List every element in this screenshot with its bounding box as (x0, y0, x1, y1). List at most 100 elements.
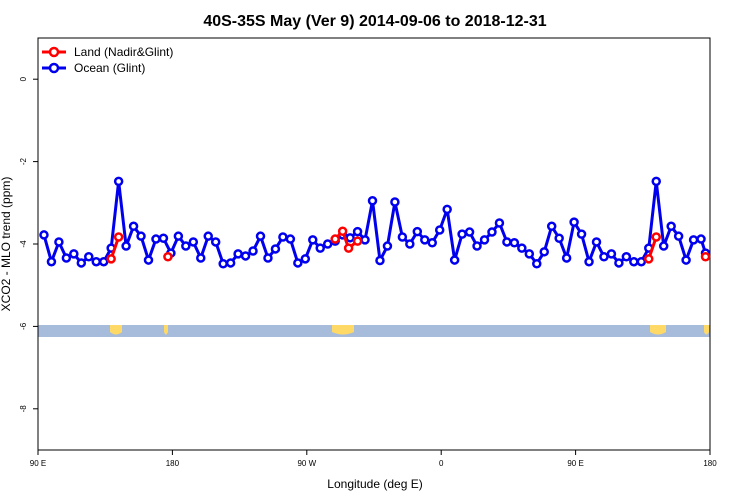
data-point (76, 258, 87, 268)
data-point (181, 241, 191, 251)
data-point (98, 256, 109, 267)
data-point (343, 243, 354, 253)
x-tick-label: 90 W (297, 459, 316, 468)
data-point (382, 241, 393, 251)
data-point (308, 235, 318, 245)
data-point (360, 235, 370, 245)
data-point (666, 221, 676, 232)
x-tick-label: 180 (166, 459, 180, 468)
data-point (397, 232, 408, 242)
y-tick-label: -4 (19, 240, 28, 248)
data-point (225, 258, 236, 268)
y-tick-label: 0 (19, 76, 28, 81)
legend-label: Ocean (Glint) (74, 61, 145, 75)
data-point (163, 252, 173, 262)
data-point (673, 231, 684, 241)
land-shape (704, 325, 709, 335)
data-point (621, 252, 632, 262)
data-point (255, 231, 266, 241)
data-point (240, 251, 251, 261)
plot-frame (37, 37, 711, 451)
x-tick-label: 180 (703, 459, 717, 468)
data-point (322, 239, 333, 249)
y-axis-label: XCO2 - MLO trend (ppm) (0, 177, 13, 312)
data-point (54, 237, 64, 247)
data-point (651, 176, 661, 187)
data-point (143, 255, 154, 265)
data-point (106, 243, 116, 253)
data-point (700, 252, 711, 262)
data-point (151, 234, 161, 244)
data-point (494, 218, 505, 228)
data-point (113, 176, 124, 187)
data-point (427, 238, 437, 248)
data-point (629, 256, 639, 267)
data-point (218, 259, 228, 269)
data-point (367, 195, 378, 206)
data-point (688, 235, 699, 245)
data-point (39, 230, 49, 240)
data-point (487, 227, 497, 237)
data-point (658, 241, 669, 251)
data-point (293, 258, 303, 268)
data-point (158, 233, 169, 243)
data-point (457, 229, 467, 239)
data-point (352, 236, 363, 246)
legend-label: Land (Nadir&Glint) (74, 45, 173, 59)
data-point (554, 233, 564, 243)
data-point (614, 258, 624, 268)
land-shape (332, 325, 354, 335)
data-point (315, 243, 325, 253)
data-point (561, 253, 572, 263)
data-point (681, 255, 691, 265)
x-tick-label: 90 E (567, 459, 583, 468)
land-shape (650, 325, 666, 335)
y-tick-label: -6 (19, 322, 28, 330)
data-point (434, 225, 445, 235)
x-axis-label: Longitude (deg E) (327, 477, 422, 491)
land-shape (110, 325, 122, 335)
data-point (509, 238, 520, 248)
data-point (472, 241, 482, 251)
data-point (136, 231, 146, 241)
data-point (278, 232, 288, 242)
y-tick-label: -2 (19, 157, 28, 165)
data-point (352, 226, 363, 237)
x-tick-label: 90 E (30, 459, 46, 468)
data-point (479, 235, 490, 245)
data-point (69, 249, 79, 259)
data-point (442, 204, 452, 215)
x-tick-label: 0 (439, 459, 444, 468)
data-point (464, 227, 475, 237)
data-point (375, 255, 385, 266)
data-point (524, 249, 535, 259)
data-point (644, 254, 654, 264)
data-point (188, 237, 199, 247)
data-point (539, 247, 549, 257)
series (108, 228, 709, 263)
data-point (106, 254, 116, 264)
data-point (263, 253, 273, 263)
data-point (412, 226, 423, 237)
data-point (196, 253, 206, 263)
data-point (584, 256, 594, 267)
data-point (233, 249, 243, 259)
map-strip (38, 325, 710, 337)
data-point (651, 232, 661, 242)
data-point (300, 254, 311, 264)
data-point (337, 226, 348, 236)
data-point (121, 241, 131, 251)
data-point (644, 243, 654, 253)
data-point (248, 246, 258, 256)
y-tick-label: -8 (19, 405, 28, 413)
data-point (599, 252, 609, 262)
data-point (270, 244, 281, 254)
data-point (113, 232, 124, 242)
data-point (546, 221, 557, 232)
series (39, 176, 711, 269)
data-point (502, 237, 512, 247)
data-point (591, 237, 602, 247)
land-shape (164, 325, 168, 335)
data-point (420, 235, 430, 245)
